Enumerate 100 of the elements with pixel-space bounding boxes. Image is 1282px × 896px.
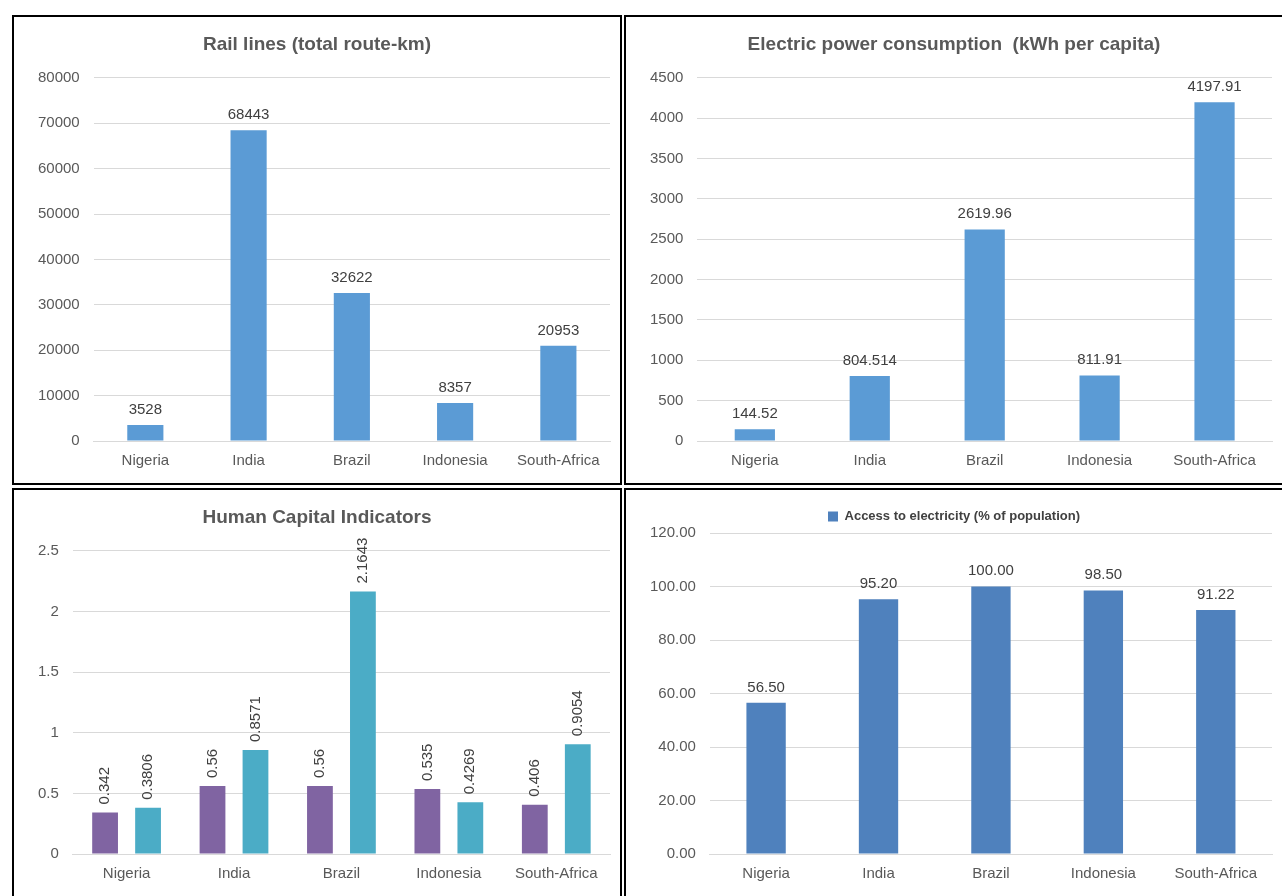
x-tick-label: India — [853, 451, 887, 469]
bar — [1196, 609, 1236, 854]
x-tick-label: Nigeria — [121, 451, 170, 469]
y-tick-label: 2.5 — [37, 540, 59, 558]
x-tick-label: India — [862, 864, 896, 882]
y-tick-label: 4500 — [649, 67, 684, 85]
data-label: 0.535 — [417, 743, 435, 782]
bar — [242, 750, 269, 854]
y-tick-label: 80000 — [37, 67, 80, 85]
data-label: 0.8571 — [245, 696, 263, 743]
x-tick-label: Nigeria — [742, 864, 791, 882]
y-tick-label: 60.00 — [658, 683, 696, 701]
data-label: 804.514 — [842, 350, 897, 368]
data-label: 0.342 — [95, 766, 113, 805]
bar — [135, 807, 161, 854]
bar — [746, 702, 786, 854]
y-tick-label: 2000 — [649, 269, 684, 287]
data-label: 20953 — [537, 320, 580, 338]
bar — [1079, 375, 1120, 441]
bar — [230, 130, 267, 441]
y-tick-label: 500 — [658, 390, 684, 408]
y-tick-label: 100.00 — [649, 576, 696, 594]
bar — [964, 229, 1005, 441]
data-label: 2619.96 — [957, 204, 1012, 222]
bar — [849, 376, 890, 441]
bar — [734, 429, 775, 441]
bar — [1083, 590, 1124, 854]
x-tick-label: India — [217, 864, 251, 882]
bar — [92, 812, 118, 854]
y-tick-label: 0.5 — [37, 783, 59, 801]
data-label: 98.50 — [1084, 565, 1123, 583]
x-tick-label: Indonesia — [1067, 451, 1133, 469]
y-tick-label: 120.00 — [649, 523, 696, 541]
bar — [414, 789, 441, 854]
bar — [521, 804, 548, 854]
bar — [437, 403, 474, 441]
y-tick-label: 1.5 — [37, 662, 59, 680]
bar — [1194, 102, 1235, 441]
y-tick-label: 3000 — [649, 189, 684, 207]
y-tick-label: 2500 — [649, 229, 684, 247]
y-tick-label: 40000 — [37, 249, 80, 267]
data-label: 95.20 — [859, 573, 898, 591]
y-tick-label: 70000 — [37, 113, 80, 131]
y-tick-label: 1000 — [649, 350, 684, 368]
data-label: 0.4269 — [460, 748, 478, 795]
data-label: 0.56 — [202, 748, 220, 779]
data-label: 4197.91 — [1187, 76, 1242, 94]
data-label: 3528 — [128, 399, 163, 417]
data-label: 0.56 — [310, 748, 328, 779]
x-tick-label: Nigeria — [731, 451, 780, 469]
x-tick-label: Nigeria — [102, 864, 151, 882]
y-tick-label: 2 — [50, 601, 59, 619]
x-tick-label: South-Africa — [1173, 451, 1257, 469]
legend-label: Access to electricity (% of population) — [844, 508, 1081, 524]
y-tick-label: 80.00 — [658, 630, 696, 648]
chart-title: Electric power consumption (kWh per capita) — [747, 32, 1161, 54]
x-tick-label: Brazil — [965, 451, 1004, 469]
y-tick-label: 0 — [50, 844, 59, 862]
bar — [971, 586, 1011, 854]
y-tick-label: 3500 — [649, 148, 684, 166]
data-label: 8357 — [438, 377, 472, 395]
x-tick-label: Indonesia — [422, 451, 489, 469]
data-label: 2.1643 — [353, 537, 371, 584]
data-label: 0.3806 — [138, 753, 156, 800]
chart-title: Rail lines (total route-km) — [202, 32, 432, 54]
data-label: 0.406 — [524, 759, 542, 797]
y-tick-label: 60000 — [37, 158, 80, 176]
bar — [333, 292, 370, 441]
bar — [540, 345, 577, 441]
data-label: 56.50 — [747, 677, 785, 695]
y-tick-label: 20000 — [37, 340, 80, 358]
bar — [307, 786, 333, 854]
data-label: 91.22 — [1197, 584, 1235, 602]
data-label: 0.9054 — [567, 690, 585, 737]
x-tick-label: Brazil — [972, 864, 1010, 882]
y-tick-label: 20.00 — [658, 790, 696, 808]
data-label: 144.52 — [731, 403, 778, 421]
x-tick-label: Brazil — [333, 451, 371, 469]
bar — [858, 599, 899, 854]
y-tick-label: 1500 — [649, 310, 684, 328]
bar — [199, 786, 226, 854]
bar — [127, 424, 164, 441]
x-tick-label: Indonesia — [1070, 864, 1137, 882]
data-label: 100.00 — [967, 561, 1014, 579]
data-label: 68443 — [227, 104, 270, 122]
y-tick-label: 1 — [50, 722, 59, 740]
x-tick-label: Indonesia — [416, 864, 483, 882]
y-tick-label: 10000 — [37, 385, 80, 403]
y-tick-label: 0 — [71, 431, 80, 449]
y-tick-label: 0 — [675, 431, 684, 449]
y-tick-label: 40.00 — [658, 737, 696, 755]
x-tick-label: South-Africa — [1174, 864, 1258, 882]
y-tick-label: 4000 — [649, 108, 684, 126]
x-tick-label: South-Africa — [517, 451, 601, 469]
bar — [564, 744, 591, 854]
x-tick-label: India — [232, 451, 266, 469]
chart-title: Human Capital Indicators — [202, 505, 432, 527]
bar — [457, 802, 484, 854]
x-tick-label: Brazil — [322, 864, 361, 882]
y-tick-label: 30000 — [37, 294, 80, 312]
